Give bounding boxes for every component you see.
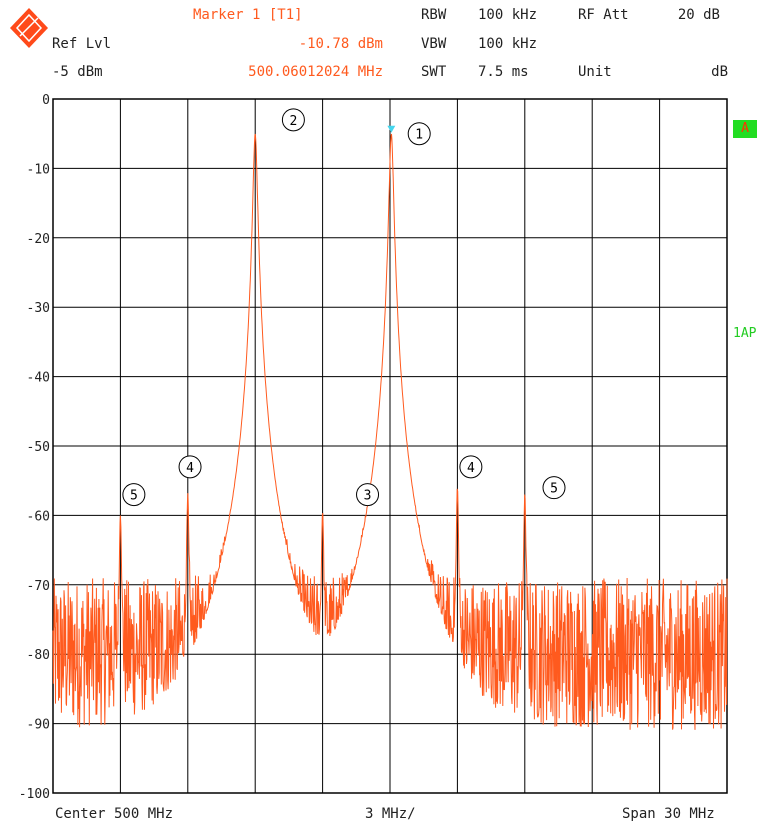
peak-marker-label: 5	[130, 489, 138, 504]
trace-a-badge: A	[733, 120, 757, 138]
frequency-per-division: 3 MHz/	[365, 806, 416, 822]
marker-title: Marker 1 [T1]	[193, 7, 303, 23]
y-tick-label: -10	[27, 162, 50, 177]
peak-marker-label: 1	[415, 128, 423, 143]
trace-mode-label: 1AP	[733, 326, 757, 341]
spectrum-trace	[52, 133, 728, 730]
peak-marker-label: 2	[289, 114, 297, 129]
peak-marker-circle	[281, 108, 305, 132]
y-tick-label: -70	[27, 579, 50, 594]
rbw-label: RBW	[421, 7, 447, 23]
rbw-value: 100 kHz	[478, 7, 538, 23]
vbw-label: VBW	[421, 36, 447, 52]
y-tick-label: -50	[27, 440, 50, 455]
peak-marker-label: 4	[467, 461, 475, 476]
vbw-value: 100 kHz	[478, 36, 538, 52]
marker-frequency: 500.06012024 MHz	[248, 64, 383, 80]
unit-label: Unit	[578, 64, 612, 80]
y-tick-label: -100	[19, 787, 50, 802]
peak-marker-circle	[178, 455, 202, 479]
span-frequency: Span 30 MHz	[622, 806, 715, 822]
y-tick-label: -60	[27, 509, 50, 524]
plot-grid	[52, 98, 728, 794]
y-tick-label: -80	[27, 648, 50, 663]
y-tick-label: -30	[27, 301, 50, 316]
y-tick-label: -40	[27, 371, 50, 386]
swt-label: SWT	[421, 64, 447, 80]
center-frequency: Center 500 MHz	[55, 806, 174, 822]
peak-marker-label: 5	[550, 482, 558, 497]
peak-marker-circle	[356, 483, 380, 507]
marker-level: -10.78 dBm	[298, 36, 383, 52]
y-tick-label: -90	[27, 718, 50, 733]
marker-1-triangle	[387, 125, 396, 133]
peak-marker-circle	[407, 122, 431, 146]
peak-marker-circle	[542, 476, 566, 500]
rf-att-label: RF Att	[578, 7, 629, 23]
rf-att-value: 20 dB	[677, 7, 720, 23]
ref-level-label: Ref Lvl	[52, 36, 112, 52]
rohde-schwarz-logo	[10, 8, 48, 48]
peak-markers: 1 2 3 4 4 5 5	[122, 108, 566, 507]
peak-marker-circle	[459, 455, 483, 479]
y-tick-label: 0	[42, 93, 50, 108]
unit-value: dB	[711, 64, 728, 80]
ref-level-value: -5 dBm	[52, 64, 103, 80]
spectrum-trace-layer	[52, 125, 728, 730]
y-tick-label: -20	[27, 232, 50, 247]
peak-marker-circle	[122, 483, 146, 507]
y-tick-labels: 0 -10 -20 -30 -40 -50 -60 -70 -80 -90 -100	[19, 93, 50, 802]
plot-frame	[52, 98, 728, 794]
peak-marker-label: 3	[364, 489, 372, 504]
swt-value: 7.5 ms	[478, 64, 529, 80]
peak-marker-label: 4	[186, 461, 194, 476]
